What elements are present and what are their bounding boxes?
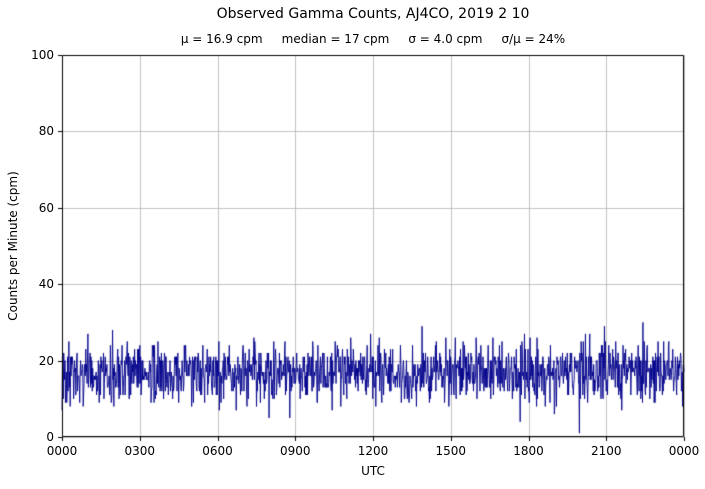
x-axis-label: UTC — [361, 464, 385, 478]
x-tick-label: 0900 — [279, 444, 311, 458]
y-tick-label: 60 — [38, 200, 54, 215]
y-tick-label: 40 — [38, 277, 54, 292]
y-tick-label: 0 — [46, 430, 54, 444]
x-tick-label: 2100 — [590, 444, 622, 458]
y-tick-label: 100 — [31, 48, 54, 62]
x-tick-label: 1200 — [357, 444, 389, 458]
x-tick-label: 1800 — [513, 444, 544, 458]
x-tick-label: 0000 — [668, 444, 700, 458]
y-axis-label: Counts per Minute (cpm) — [6, 171, 20, 321]
x-tick-label: 0600 — [202, 444, 233, 458]
x-tick-label: 0300 — [124, 444, 156, 458]
chart-title: Observed Gamma Counts, AJ4CO, 2019 2 10 — [216, 6, 530, 22]
x-tick-label: 0000 — [46, 444, 78, 458]
y-tick-label: 20 — [38, 353, 54, 368]
x-tick-label: 1500 — [435, 444, 467, 458]
y-tick-label: 80 — [38, 124, 54, 139]
chart-subtitle: μ = 16.9 cpm median = 17 cpm σ = 4.0 cpm… — [180, 32, 566, 46]
